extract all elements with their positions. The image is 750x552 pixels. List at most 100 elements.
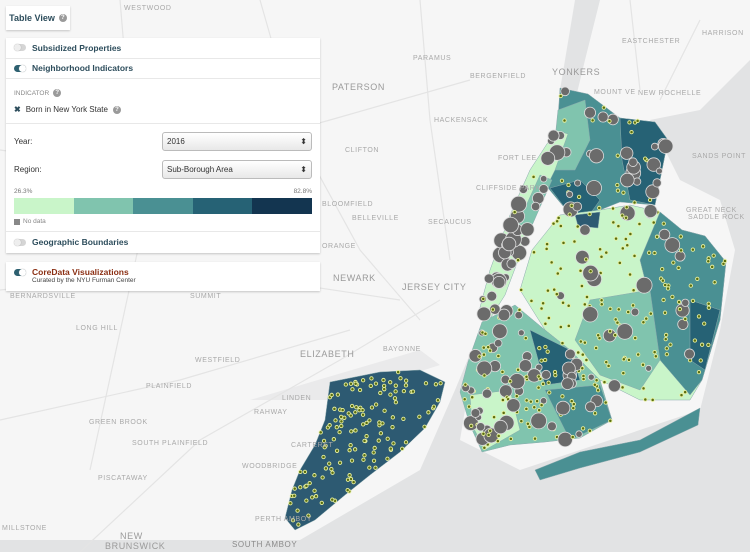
property-marker[interactable] [569, 203, 574, 208]
property-marker[interactable] [641, 320, 646, 325]
property-marker[interactable] [369, 376, 374, 381]
property-marker[interactable] [615, 188, 621, 193]
year-select[interactable]: 2016 ⬍ [162, 132, 312, 151]
property-marker[interactable] [580, 426, 586, 431]
property-marker[interactable] [330, 497, 335, 502]
property-marker[interactable] [348, 443, 353, 448]
property-marker[interactable] [540, 381, 546, 386]
property-marker[interactable] [663, 282, 668, 288]
property-marker[interactable] [508, 436, 513, 442]
property-marker[interactable] [571, 406, 576, 411]
property-marker[interactable] [337, 429, 342, 435]
property-marker[interactable] [362, 453, 367, 458]
property-marker[interactable] [410, 389, 416, 394]
property-marker[interactable] [710, 264, 715, 269]
property-marker[interactable] [339, 423, 344, 429]
property-marker[interactable] [646, 250, 652, 255]
property-marker[interactable] [539, 402, 544, 408]
property-marker[interactable] [340, 407, 345, 413]
property-marker[interactable] [595, 388, 601, 393]
property-marker[interactable] [388, 446, 393, 451]
property-marker[interactable] [334, 448, 340, 453]
property-marker[interactable] [706, 259, 711, 264]
property-marker[interactable] [512, 210, 517, 215]
property-marker[interactable] [663, 337, 668, 342]
property-marker[interactable] [502, 216, 519, 234]
property-marker[interactable] [367, 465, 372, 470]
property-marker[interactable] [654, 234, 660, 239]
property-marker[interactable] [558, 266, 563, 271]
property-marker[interactable] [644, 316, 649, 321]
property-marker[interactable] [345, 487, 350, 493]
property-marker[interactable] [371, 458, 377, 463]
property-marker[interactable] [490, 307, 496, 312]
property-marker[interactable] [677, 306, 683, 312]
property-marker[interactable] [635, 276, 653, 294]
property-marker[interactable] [519, 287, 524, 293]
table-view-button[interactable]: Table View ? [6, 6, 70, 30]
property-marker[interactable] [683, 316, 688, 322]
property-marker[interactable] [539, 175, 548, 183]
property-marker[interactable] [468, 349, 483, 363]
property-marker[interactable] [351, 479, 356, 485]
property-marker[interactable] [398, 376, 403, 381]
property-marker[interactable] [702, 321, 707, 326]
property-marker[interactable] [523, 335, 528, 341]
property-marker[interactable] [393, 383, 398, 388]
property-marker[interactable] [547, 390, 552, 395]
property-marker[interactable] [493, 419, 508, 435]
property-marker[interactable] [594, 378, 599, 383]
property-marker[interactable] [566, 182, 571, 188]
property-marker[interactable] [514, 310, 523, 320]
property-markers[interactable] [288, 86, 728, 527]
property-marker[interactable] [645, 184, 661, 200]
property-marker[interactable] [650, 397, 655, 403]
property-marker[interactable] [469, 423, 474, 428]
property-marker[interactable] [635, 118, 640, 124]
property-marker[interactable] [346, 411, 351, 416]
property-marker[interactable] [678, 234, 683, 239]
property-marker[interactable] [496, 433, 501, 438]
property-marker[interactable] [615, 182, 620, 188]
property-marker[interactable] [463, 382, 468, 387]
property-marker[interactable] [323, 466, 329, 471]
property-marker[interactable] [496, 353, 501, 359]
property-marker[interactable] [524, 398, 529, 403]
property-marker[interactable] [401, 416, 406, 422]
property-marker[interactable] [423, 381, 429, 386]
property-marker[interactable] [660, 278, 666, 283]
property-marker[interactable] [572, 201, 583, 212]
property-marker[interactable] [501, 410, 506, 416]
property-marker[interactable] [706, 305, 711, 310]
property-marker[interactable] [599, 254, 604, 259]
property-marker[interactable] [636, 352, 641, 357]
property-marker[interactable] [349, 403, 355, 409]
layer-geographic-boundaries[interactable]: Geographic Boundaries [6, 232, 320, 253]
property-marker[interactable] [506, 398, 521, 413]
property-marker[interactable] [313, 494, 319, 499]
property-marker[interactable] [353, 381, 358, 386]
property-marker[interactable] [488, 428, 493, 433]
property-marker[interactable] [390, 425, 395, 430]
property-marker[interactable] [362, 438, 367, 444]
property-marker[interactable] [373, 402, 379, 407]
property-marker[interactable] [329, 466, 334, 472]
property-marker[interactable] [481, 345, 486, 350]
property-marker[interactable] [660, 266, 665, 272]
property-marker[interactable] [545, 288, 551, 293]
property-marker[interactable] [539, 306, 544, 311]
property-marker[interactable] [643, 156, 648, 161]
toggle-neighborhood[interactable] [14, 64, 26, 72]
property-marker[interactable] [578, 268, 583, 273]
property-marker[interactable] [640, 362, 646, 367]
property-marker[interactable] [361, 422, 366, 427]
property-marker[interactable] [632, 200, 637, 205]
property-marker[interactable] [643, 397, 648, 402]
property-marker[interactable] [690, 298, 696, 304]
property-marker[interactable] [528, 399, 533, 404]
property-marker[interactable] [517, 329, 525, 337]
property-marker[interactable] [364, 420, 369, 426]
property-marker[interactable] [567, 212, 572, 217]
property-marker[interactable] [621, 190, 626, 195]
property-marker[interactable] [665, 286, 671, 291]
